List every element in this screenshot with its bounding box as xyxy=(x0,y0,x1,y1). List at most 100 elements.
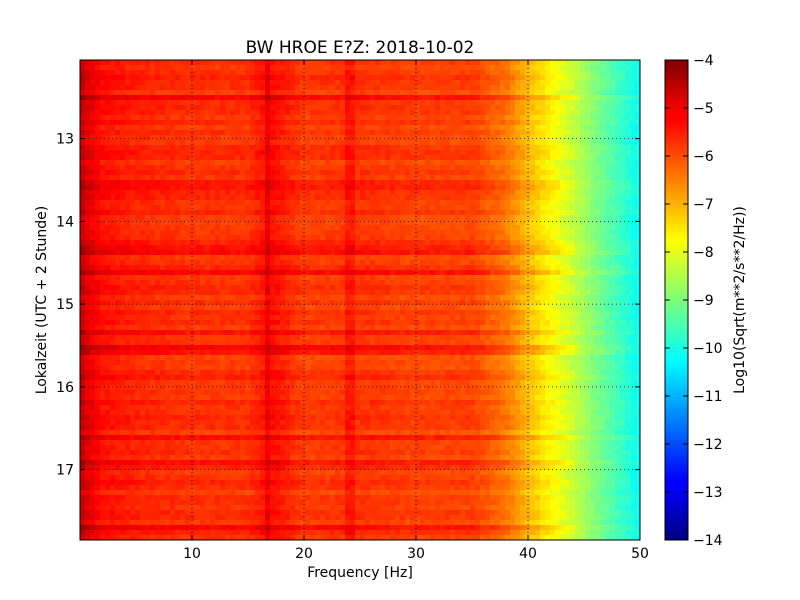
heatmap-cell xyxy=(110,180,116,186)
heatmap-cell xyxy=(305,125,311,131)
heatmap-cell xyxy=(145,125,151,131)
heatmap-cell xyxy=(380,155,386,161)
heatmap-cell xyxy=(590,175,596,181)
heatmap-cell xyxy=(455,200,461,206)
heatmap-cell xyxy=(145,115,151,121)
heatmap-cell xyxy=(435,230,441,236)
heatmap-cell xyxy=(180,260,186,266)
heatmap-cell xyxy=(410,140,416,146)
heatmap-cell xyxy=(130,270,136,276)
heatmap-cell xyxy=(605,230,611,236)
heatmap-cell xyxy=(615,105,621,111)
heatmap-cell xyxy=(600,235,606,241)
heatmap-cell xyxy=(610,225,616,231)
heatmap-cell xyxy=(475,190,481,196)
heatmap-cell xyxy=(390,195,396,201)
heatmap-cell xyxy=(580,160,586,166)
heatmap-cell xyxy=(220,110,226,116)
heatmap-cell xyxy=(440,90,446,96)
heatmap-cell xyxy=(330,100,336,106)
heatmap-cell xyxy=(285,145,291,151)
heatmap-cell xyxy=(105,145,111,151)
heatmap-cell xyxy=(540,65,546,71)
heatmap-cell xyxy=(300,250,306,256)
heatmap-cell xyxy=(510,260,516,266)
heatmap-cell xyxy=(100,145,106,151)
heatmap-cell xyxy=(385,135,391,141)
heatmap-cell xyxy=(455,125,461,131)
heatmap-cell xyxy=(230,180,236,186)
heatmap-cell xyxy=(245,275,251,281)
heatmap-cell xyxy=(130,130,136,136)
heatmap-cell xyxy=(335,135,341,141)
heatmap-cell xyxy=(635,90,640,96)
heatmap-cell xyxy=(280,240,286,246)
heatmap-cell xyxy=(525,265,531,271)
heatmap-cell xyxy=(550,65,556,71)
heatmap-cell xyxy=(195,90,201,96)
heatmap-cell xyxy=(555,135,561,141)
heatmap-cell xyxy=(185,140,191,146)
heatmap-cell xyxy=(565,145,571,151)
heatmap-cell xyxy=(330,120,336,126)
heatmap-cell xyxy=(510,205,516,211)
heatmap-cell xyxy=(160,265,166,271)
heatmap-cell xyxy=(505,165,511,171)
heatmap-cell xyxy=(440,200,446,206)
heatmap-cell xyxy=(140,220,146,226)
heatmap-cell xyxy=(480,235,486,241)
heatmap-cell xyxy=(370,195,376,201)
heatmap-cell xyxy=(140,270,146,276)
heatmap-cell xyxy=(500,245,506,251)
heatmap-cell xyxy=(205,130,211,136)
heatmap-cell xyxy=(555,265,561,271)
heatmap-cell xyxy=(575,85,581,91)
heatmap-cell xyxy=(340,160,346,166)
heatmap-cell xyxy=(195,220,201,226)
heatmap-cell xyxy=(605,175,611,181)
heatmap-cell xyxy=(325,145,331,151)
heatmap-cell xyxy=(250,200,256,206)
heatmap-cell xyxy=(625,140,631,146)
heatmap-cell xyxy=(490,220,496,226)
heatmap-cell xyxy=(125,225,131,231)
heatmap-cell xyxy=(585,135,591,141)
heatmap-cell xyxy=(430,255,436,261)
heatmap-cell xyxy=(185,250,191,256)
heatmap-cell xyxy=(460,245,466,251)
heatmap-cell xyxy=(525,120,531,126)
heatmap-cell xyxy=(285,160,291,166)
heatmap-cell xyxy=(90,280,96,286)
heatmap-cell xyxy=(365,260,371,266)
heatmap-cell xyxy=(345,80,351,86)
heatmap-cell xyxy=(560,155,566,161)
heatmap-cell xyxy=(430,90,436,96)
heatmap-cell xyxy=(310,195,316,201)
heatmap-cell xyxy=(615,150,621,156)
heatmap-cell xyxy=(85,70,91,76)
heatmap-cell xyxy=(315,255,321,261)
heatmap-cell xyxy=(110,125,116,131)
heatmap-cell xyxy=(95,240,101,246)
heatmap-cell xyxy=(375,100,381,106)
heatmap-cell xyxy=(400,120,406,126)
heatmap-cell xyxy=(290,135,296,141)
heatmap-cell xyxy=(565,220,571,226)
heatmap-cell xyxy=(630,200,636,206)
heatmap-cell xyxy=(130,180,136,186)
heatmap-cell xyxy=(400,160,406,166)
heatmap-cell xyxy=(300,255,306,261)
heatmap-cell xyxy=(155,255,161,261)
heatmap-cell xyxy=(400,65,406,71)
heatmap-cell xyxy=(605,225,611,231)
heatmap-cell xyxy=(405,270,411,276)
heatmap-cell xyxy=(620,260,626,266)
heatmap-cell xyxy=(520,235,526,241)
heatmap-cell xyxy=(145,70,151,76)
heatmap-cell xyxy=(360,210,366,216)
heatmap-cell xyxy=(570,180,576,186)
heatmap-cell xyxy=(235,140,241,146)
heatmap-cell xyxy=(105,170,111,176)
heatmap-cell xyxy=(420,140,426,146)
heatmap-cell xyxy=(305,80,311,86)
